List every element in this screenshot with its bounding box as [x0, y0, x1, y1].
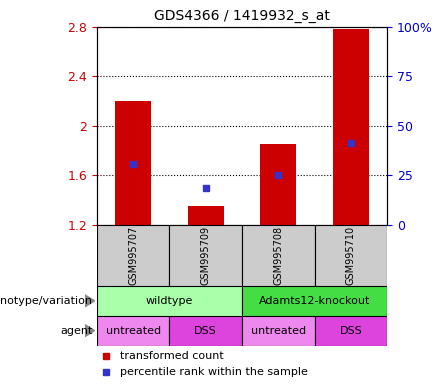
Text: percentile rank within the sample: percentile rank within the sample: [120, 367, 308, 377]
Polygon shape: [85, 324, 95, 337]
Bar: [169, 316, 242, 346]
Text: untreated: untreated: [251, 326, 306, 336]
Bar: [260, 144, 297, 225]
Text: DSS: DSS: [194, 326, 217, 336]
Bar: [333, 29, 369, 225]
Bar: [242, 316, 315, 346]
Bar: [169, 225, 242, 286]
Polygon shape: [85, 295, 95, 307]
Text: GSM995708: GSM995708: [273, 226, 283, 285]
Text: GSM995710: GSM995710: [346, 226, 356, 285]
Text: wildtype: wildtype: [146, 296, 193, 306]
Text: transformed count: transformed count: [120, 351, 224, 361]
Bar: [315, 225, 387, 286]
Text: GSM995709: GSM995709: [201, 226, 211, 285]
Text: GSM995707: GSM995707: [128, 226, 138, 285]
Bar: [242, 286, 387, 316]
Bar: [97, 225, 169, 286]
Bar: [315, 316, 387, 346]
Text: Adamts12-knockout: Adamts12-knockout: [259, 296, 370, 306]
Bar: [115, 101, 151, 225]
Bar: [187, 206, 224, 225]
Bar: [97, 316, 169, 346]
Bar: [242, 225, 315, 286]
Bar: [97, 286, 242, 316]
Text: DSS: DSS: [340, 326, 362, 336]
Text: genotype/variation: genotype/variation: [0, 296, 92, 306]
Text: agent: agent: [60, 326, 92, 336]
Text: untreated: untreated: [106, 326, 161, 336]
Title: GDS4366 / 1419932_s_at: GDS4366 / 1419932_s_at: [154, 9, 330, 23]
